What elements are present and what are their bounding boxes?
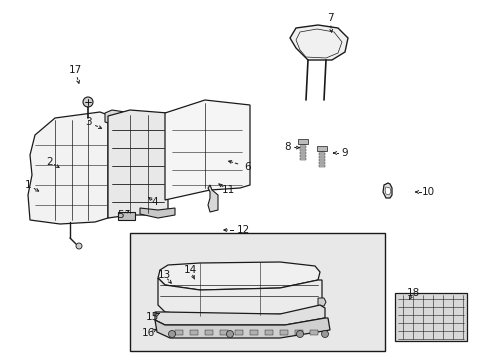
Polygon shape — [155, 318, 329, 338]
Polygon shape — [289, 25, 347, 60]
Circle shape — [76, 243, 82, 249]
Text: 13: 13 — [157, 270, 170, 280]
Bar — [299, 158, 305, 160]
Text: 12: 12 — [236, 225, 249, 235]
Bar — [299, 149, 305, 151]
Polygon shape — [105, 110, 125, 124]
Bar — [299, 146, 305, 148]
Text: 4: 4 — [151, 197, 158, 207]
Circle shape — [226, 330, 233, 338]
Polygon shape — [382, 183, 391, 198]
Bar — [297, 139, 307, 144]
Bar — [220, 330, 227, 335]
Circle shape — [83, 97, 93, 107]
Text: 14: 14 — [183, 265, 196, 275]
Bar — [299, 152, 305, 154]
Text: 15: 15 — [145, 312, 158, 322]
Bar — [264, 330, 272, 335]
Polygon shape — [28, 112, 108, 224]
Polygon shape — [295, 29, 341, 58]
Bar — [204, 330, 213, 335]
Polygon shape — [158, 278, 321, 316]
Bar — [280, 330, 287, 335]
Bar — [299, 143, 305, 145]
Circle shape — [321, 330, 328, 338]
Text: 8: 8 — [284, 142, 291, 152]
Circle shape — [168, 330, 175, 338]
Text: 2: 2 — [46, 157, 53, 167]
Polygon shape — [140, 208, 175, 218]
Polygon shape — [164, 100, 249, 200]
Polygon shape — [384, 187, 390, 195]
Bar — [299, 155, 305, 157]
Text: 10: 10 — [421, 187, 434, 197]
Text: 11: 11 — [221, 185, 234, 195]
Polygon shape — [155, 305, 325, 325]
Bar — [130, 233, 384, 351]
Bar — [318, 150, 325, 152]
Text: 6: 6 — [244, 162, 251, 172]
Circle shape — [296, 330, 303, 338]
Bar — [190, 330, 198, 335]
Bar — [318, 159, 325, 161]
Bar — [235, 330, 243, 335]
Polygon shape — [207, 185, 218, 212]
Bar — [318, 165, 325, 167]
Text: 18: 18 — [406, 288, 419, 298]
Text: 17: 17 — [68, 65, 81, 75]
Text: 16: 16 — [141, 328, 154, 338]
Polygon shape — [317, 298, 325, 306]
Bar — [394, 293, 466, 341]
Polygon shape — [158, 262, 319, 290]
Polygon shape — [108, 110, 168, 218]
Text: 7: 7 — [326, 13, 333, 23]
Bar — [294, 330, 303, 335]
Bar — [318, 153, 325, 155]
Bar — [309, 330, 317, 335]
Text: 9: 9 — [341, 148, 347, 158]
Bar — [316, 146, 326, 151]
Bar — [318, 162, 325, 164]
Polygon shape — [118, 212, 135, 220]
Bar — [249, 330, 258, 335]
Text: 5: 5 — [117, 210, 123, 220]
Bar — [175, 330, 183, 335]
Text: 3: 3 — [84, 117, 91, 127]
Text: 1: 1 — [24, 180, 31, 190]
Bar — [318, 156, 325, 158]
